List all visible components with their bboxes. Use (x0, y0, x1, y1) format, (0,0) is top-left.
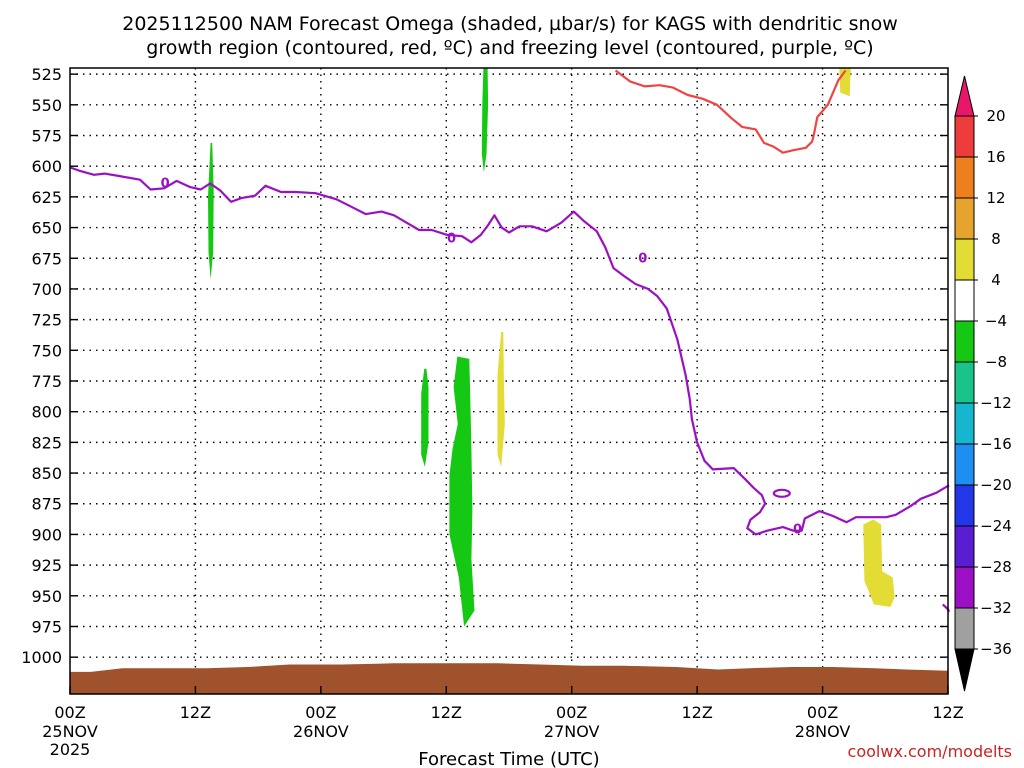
ytick-label-950: 950 (31, 587, 62, 606)
ytick-label-925: 925 (31, 556, 62, 575)
ytick-label-575: 575 (31, 127, 62, 146)
colorbar-label-8: −16 (980, 435, 1012, 453)
chart-title-line-2: growth region (contoured, red, ºC) and f… (146, 37, 873, 59)
y-axis-ticks: 525 550 575 600 625 650 675 700 725 750 775 800 825 8… (21, 65, 948, 667)
xtick-hour-60: 12Z (681, 703, 712, 722)
xtick-day-24: 26NOV (293, 722, 349, 741)
colorbar-label-0: 20 (986, 107, 1005, 125)
xtick-hour-48: 00Z (556, 703, 587, 722)
contour-layer: 0 0 0 0 (69, 69, 951, 613)
ytick-label-700: 700 (31, 280, 62, 299)
colorbar: 20 16 12 8 4 −4 −8 −12 −16 −20 −24 −28 −32 −36 (954, 75, 1012, 692)
omega-region-0 (208, 142, 214, 280)
ytick-label-825: 825 (31, 433, 62, 452)
xtick-hour-0: 00Z (54, 703, 85, 722)
ytick-label-600: 600 (31, 157, 62, 176)
ytick-label-775: 775 (31, 372, 62, 391)
colorbar-box-7 (954, 361, 975, 404)
ytick-label-800: 800 (31, 403, 62, 422)
omega-region-4 (497, 331, 505, 467)
ytick-label-550: 550 (31, 96, 62, 115)
freezing-level-contour-line (69, 166, 950, 536)
colorbar-label-7: −12 (980, 394, 1012, 412)
colorbar-label-3: 8 (991, 230, 1001, 248)
colorbar-label-4: 4 (991, 271, 1001, 289)
xtick-hour-36: 12Z (431, 703, 462, 722)
xtick-hour-24: 00Z (305, 703, 336, 722)
colorbar-label-13: −36 (980, 640, 1012, 658)
ytick-label-675: 675 (31, 249, 62, 268)
colorbar-label-11: −28 (980, 558, 1012, 576)
xtick-year-0: 2025 (50, 740, 91, 759)
freezing-level-label-1: 0 (447, 232, 456, 247)
colorbar-box-6 (954, 320, 975, 363)
ytick-label-875: 875 (31, 495, 62, 514)
omega-region-3 (449, 356, 475, 627)
omega-region-1 (481, 68, 489, 173)
colorbar-box-8 (954, 402, 975, 445)
ytick-label-525: 525 (31, 65, 62, 84)
colorbar-bottom-arrow (954, 648, 975, 692)
colorbar-box-13 (954, 607, 975, 650)
dgz-contour-line (614, 69, 847, 154)
xtick-day-48: 27NOV (544, 722, 600, 741)
chart-title-line-1: 2025112500 NAM Forecast Omega (shaded, µ… (122, 13, 898, 35)
freezing-level-label-2: 0 (638, 251, 647, 266)
colorbar-box-12 (954, 566, 975, 609)
colorbar-box-11 (954, 525, 975, 568)
colorbar-box-10 (954, 484, 975, 527)
x-axis-label: Forecast Time (UTC) (418, 749, 599, 768)
colorbar-box-1 (954, 115, 975, 158)
terrain-fill (70, 663, 948, 694)
terrain-layer (70, 663, 948, 694)
ytick-label-650: 650 (31, 219, 62, 238)
colorbar-label-1: 16 (986, 148, 1005, 166)
ytick-label-725: 725 (31, 311, 62, 330)
freezing-level-label-0: 0 (161, 176, 170, 191)
colorbar-label-12: −32 (980, 599, 1012, 617)
xtick-day-0: 25NOV (42, 722, 98, 741)
grid-lines (70, 68, 948, 694)
colorbar-label-9: −20 (980, 476, 1012, 494)
colorbar-box-3 (954, 197, 975, 240)
freezing-level-label-3: 0 (793, 523, 802, 538)
ytick-label-750: 750 (31, 341, 62, 360)
omega-shading-layer (208, 68, 895, 627)
colorbar-label-10: −24 (980, 517, 1012, 535)
xtick-hour-72: 00Z (807, 703, 838, 722)
freezing-level-closed-contour (772, 488, 791, 498)
colorbar-box-9 (954, 443, 975, 486)
colorbar-box-5 (954, 279, 975, 322)
xtick-hour-12: 12Z (180, 703, 211, 722)
colorbar-label-5: −4 (985, 312, 1007, 330)
colorbar-top-arrow (954, 75, 975, 117)
plot-frame (69, 67, 949, 695)
ytick-label-625: 625 (31, 188, 62, 207)
omega-region-2 (421, 368, 429, 467)
colorbar-box-4 (954, 238, 975, 281)
ytick-label-900: 900 (31, 525, 62, 544)
colorbar-box-2 (954, 156, 975, 199)
ytick-label-1000: 1000 (21, 648, 62, 667)
colorbar-label-2: 12 (986, 189, 1005, 207)
ytick-label-975: 975 (31, 617, 62, 636)
xtick-day-72: 28NOV (795, 722, 851, 741)
watermark: coolwx.com/modelts (848, 742, 1012, 761)
omega-region-6 (863, 519, 895, 607)
xtick-hour-84: 12Z (932, 703, 963, 722)
ytick-label-850: 850 (31, 464, 62, 483)
colorbar-label-6: −8 (985, 353, 1007, 371)
